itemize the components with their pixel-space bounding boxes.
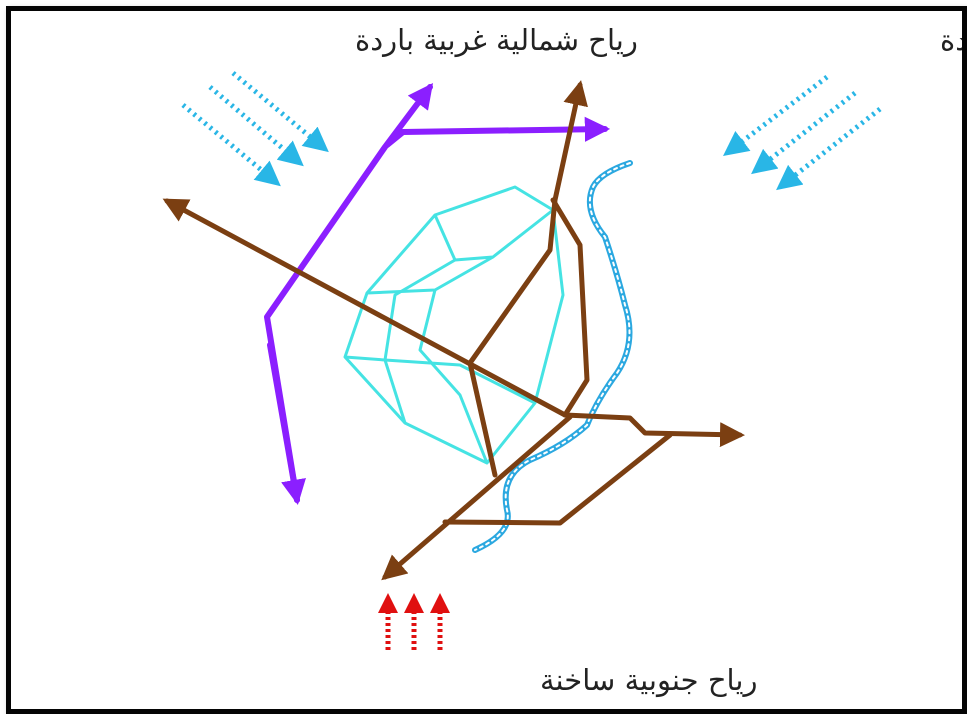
dotted-arrow-down-left-icon xyxy=(723,75,882,191)
river xyxy=(472,160,633,553)
purple-route xyxy=(264,82,611,505)
dotted-arrow-down-right-icon xyxy=(181,71,329,187)
city-outline xyxy=(343,185,565,465)
northwest-winds-label: رياح شمالية غربية باردة xyxy=(355,23,638,57)
dotted-arrow-up-icon xyxy=(378,593,450,650)
south-winds-label: رياح جنوبية ساخنة xyxy=(540,663,757,697)
city-wind-diagram: رياح شمالية غربية باردة رياح شمالية شرقي… xyxy=(162,23,962,697)
diagram-frame: رياح شمالية غربية باردة رياح شمالية شرقي… xyxy=(6,6,967,714)
northeast-winds-label: رياح شمالية شرقية باردة xyxy=(940,23,962,57)
brown-roads xyxy=(162,80,745,581)
